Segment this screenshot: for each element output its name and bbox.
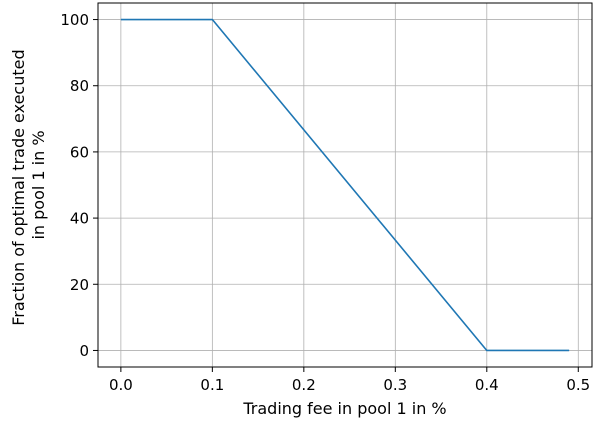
x-axis-label: Trading fee in pool 1 in % xyxy=(242,399,446,418)
series-layer xyxy=(120,18,570,352)
y-tick-label: 80 xyxy=(70,77,89,95)
y-axis-label-line-2: in pool 1 in % xyxy=(29,130,48,239)
x-tick-label: 0.0 xyxy=(109,376,133,394)
x-tick-label: 0.5 xyxy=(566,376,590,394)
y-axis-label-line-1: Fraction of optimal trade executed xyxy=(9,49,28,325)
y-tick-labels: 0 20 40 60 80 100 xyxy=(60,11,89,360)
x-tick-label: 0.3 xyxy=(383,376,407,394)
y-tick-label: 40 xyxy=(70,210,89,228)
x-tick-label: 0.1 xyxy=(200,376,224,394)
y-axis-label: Fraction of optimal trade executed in po… xyxy=(9,44,48,325)
y-tick-label: 60 xyxy=(70,143,89,161)
tick-marks xyxy=(93,19,579,372)
x-tick-label: 0.2 xyxy=(292,376,316,394)
x-tick-labels: 0.0 0.1 0.2 0.3 0.4 0.5 xyxy=(109,376,590,394)
series-line xyxy=(120,18,570,352)
grid xyxy=(98,3,592,367)
y-tick-label: 100 xyxy=(60,11,89,29)
x-tick-label: 0.4 xyxy=(475,376,499,394)
y-tick-label: 0 xyxy=(79,342,89,360)
plot-frame xyxy=(97,2,593,368)
y-tick-label: 20 xyxy=(70,276,89,294)
